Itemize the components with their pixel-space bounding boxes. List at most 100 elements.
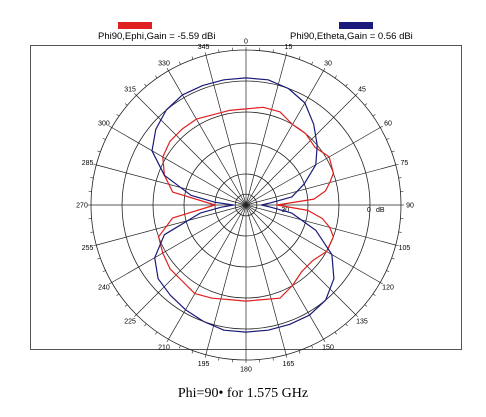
outer-tick-330 — [166, 68, 169, 71]
outer-tick-150 — [323, 339, 326, 342]
outer-tick-55 — [372, 114, 376, 117]
outer-tick-10 — [272, 49, 274, 53]
outer-tick-165 — [285, 354, 288, 358]
legend-label-ephi: Phi90,Ephi,Gain = -5.59 dBi — [98, 31, 216, 42]
outer-tick-210 — [166, 339, 169, 342]
outer-tick-110 — [391, 257, 395, 260]
outer-tick-45 — [355, 93, 358, 96]
radial-label-db: dB — [376, 207, 385, 214]
outer-tick-240 — [109, 282, 112, 285]
outer-tick-140 — [345, 323, 348, 327]
grid-spoke-285 — [96, 164, 247, 206]
angle-tick-label-105: 105 — [399, 245, 411, 252]
grid-spoke-255 — [96, 204, 247, 246]
outer-tick-250 — [97, 257, 101, 260]
angle-tick-label-225: 225 — [124, 318, 136, 325]
angle-tick-label-195: 195 — [198, 361, 210, 368]
outer-tick-230 — [124, 304, 128, 307]
outer-tick-135 — [355, 314, 358, 317]
figure-caption: Phi=90• for 1.575 GHz — [177, 386, 309, 401]
grid-spoke-120 — [245, 204, 381, 283]
grid-spoke-315 — [136, 95, 247, 206]
grid-spoke-330 — [168, 70, 247, 206]
grid-spoke-60 — [245, 127, 381, 206]
outer-tick-335 — [178, 61, 181, 65]
legend-swatch-ephi — [118, 22, 152, 29]
legend-swatch-etheta — [339, 22, 373, 29]
outer-tick-290 — [97, 150, 101, 153]
outer-tick-35 — [334, 75, 337, 79]
angle-tick-label-315: 315 — [124, 87, 136, 94]
outer-tick-245 — [102, 270, 106, 273]
angle-tick-label-300: 300 — [98, 121, 110, 128]
outer-tick-60 — [380, 125, 383, 128]
angle-tick-label-135: 135 — [356, 318, 368, 325]
grid-spoke-45 — [245, 95, 356, 206]
angle-tick-label-120: 120 — [382, 285, 394, 292]
angle-tick-label-0: 0 — [244, 39, 248, 46]
outer-tick-80 — [398, 177, 402, 179]
legend-label-etheta: Phi90,Etheta,Gain = 0.56 dBi — [290, 31, 413, 42]
outer-tick-295 — [102, 137, 106, 140]
outer-tick-115 — [386, 270, 390, 273]
angle-tick-label-90: 90 — [406, 203, 414, 210]
grid-spoke-150 — [245, 204, 324, 340]
grid-spoke-135 — [245, 204, 356, 315]
outer-tick-260 — [90, 231, 94, 233]
outer-tick-215 — [155, 331, 158, 335]
outer-tick-195 — [204, 354, 207, 358]
grid-spoke-225 — [136, 204, 247, 315]
outer-tick-200 — [191, 350, 194, 354]
outer-tick-320 — [144, 83, 147, 87]
angle-tick-label-240: 240 — [98, 285, 110, 292]
grid-spoke-75 — [245, 164, 396, 206]
outer-tick-160 — [298, 350, 301, 354]
outer-tick-25 — [311, 61, 314, 65]
outer-tick-20 — [298, 56, 301, 60]
grid-spoke-300 — [111, 127, 247, 206]
outer-tick-255 — [93, 244, 97, 247]
outer-tick-220 — [144, 323, 147, 327]
outer-tick-65 — [386, 137, 390, 140]
angle-tick-label-285: 285 — [82, 160, 94, 167]
angle-tick-label-255: 255 — [82, 245, 94, 252]
angle-tick-label-75: 75 — [401, 160, 409, 167]
outer-tick-105 — [395, 244, 399, 247]
outer-tick-235 — [116, 293, 120, 296]
outer-tick-145 — [334, 331, 337, 335]
outer-tick-170 — [272, 357, 274, 361]
outer-tick-310 — [124, 103, 128, 106]
series-line-etheta — [151, 77, 335, 333]
angle-tick-label-210: 210 — [158, 345, 170, 352]
angle-tick-label-165: 165 — [283, 361, 295, 368]
outer-tick-125 — [372, 293, 376, 296]
outer-tick-130 — [364, 304, 368, 307]
outer-tick-70 — [391, 150, 395, 153]
grid-spoke-30 — [245, 70, 324, 206]
outer-tick-15 — [285, 52, 288, 56]
outer-tick-325 — [155, 75, 158, 79]
outer-tick-345 — [204, 52, 207, 56]
outer-tick-190 — [218, 357, 220, 361]
outer-tick-300 — [109, 125, 112, 128]
grid-spoke-15 — [245, 55, 287, 206]
angle-tick-label-30: 30 — [324, 60, 332, 67]
outer-tick-280 — [90, 177, 94, 179]
series-line-ephi — [158, 106, 334, 302]
outer-tick-305 — [116, 114, 120, 117]
angle-tick-label-45: 45 — [358, 87, 366, 94]
grid-spoke-240 — [111, 204, 247, 283]
outer-tick-340 — [191, 56, 194, 60]
outer-tick-75 — [395, 163, 399, 166]
outer-tick-120 — [380, 282, 383, 285]
outer-tick-155 — [311, 345, 314, 349]
outer-tick-100 — [398, 231, 402, 233]
outer-tick-225 — [134, 314, 137, 317]
angle-tick-label-150: 150 — [322, 345, 334, 352]
angle-tick-label-270: 270 — [76, 203, 88, 210]
outer-tick-350 — [218, 49, 220, 53]
angle-tick-label-345: 345 — [198, 44, 210, 51]
outer-tick-285 — [93, 163, 97, 166]
grid-spoke-105 — [245, 204, 396, 246]
